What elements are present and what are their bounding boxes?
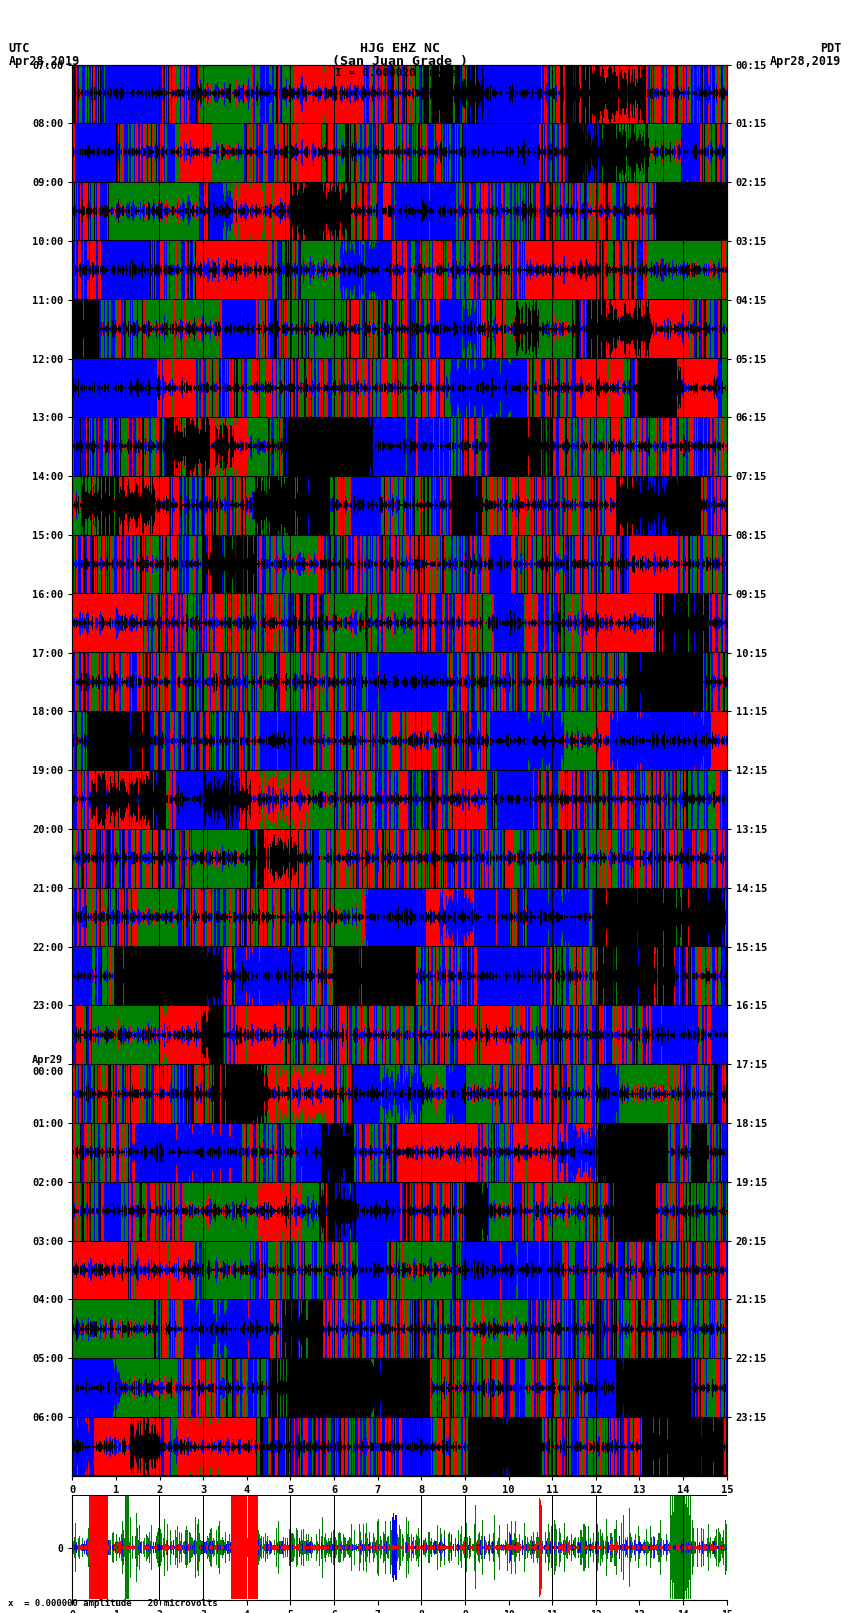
Text: I = 0.000020 cm/sec: I = 0.000020 cm/sec	[336, 68, 463, 77]
Text: (San Juan Grade ): (San Juan Grade )	[332, 55, 468, 68]
Text: Apr28,2019: Apr28,2019	[8, 55, 80, 68]
Text: PDT: PDT	[820, 42, 842, 55]
Text: UTC: UTC	[8, 42, 30, 55]
Text: HJG EHZ NC: HJG EHZ NC	[360, 42, 439, 55]
Text: Apr28,2019: Apr28,2019	[770, 55, 842, 68]
Text: x  = 0.000000 amplitude   20 microvolts: x = 0.000000 amplitude 20 microvolts	[8, 1598, 218, 1608]
X-axis label: TIME (MINUTES): TIME (MINUTES)	[349, 1498, 450, 1511]
